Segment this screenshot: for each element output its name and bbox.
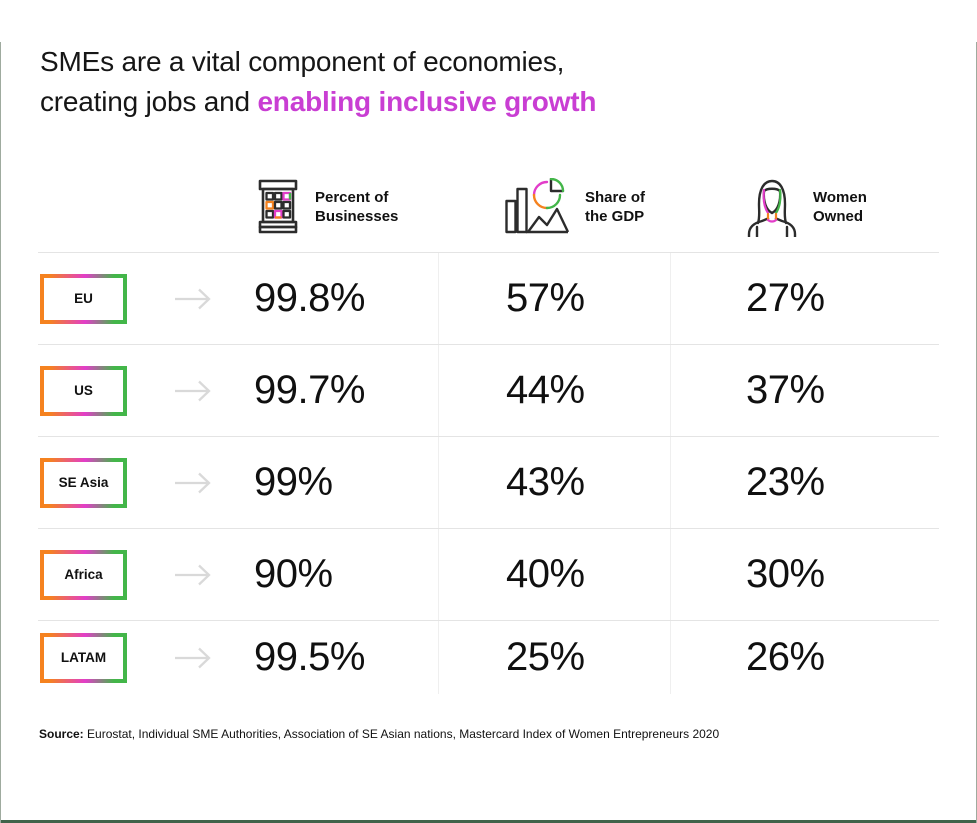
- region-label: Africa: [64, 567, 103, 582]
- table-row-africa: Africa 90% 40% 30%: [38, 528, 939, 620]
- title-highlight: enabling inclusive growth: [257, 86, 597, 117]
- region-label: LATAM: [60, 650, 107, 665]
- cell-region: SE Asia 99%: [38, 437, 438, 528]
- region-badge: LATAM: [40, 632, 127, 683]
- value-share-of-gdp: 44%: [506, 368, 585, 412]
- region-badge: EU: [40, 273, 127, 324]
- column-header-percent-of-businesses: Percent of Businesses: [38, 178, 438, 236]
- cell-share-of-gdp: 57%: [438, 253, 670, 344]
- value-percent-of-businesses: 90%: [254, 552, 333, 596]
- cell-women-owned: 37%: [670, 345, 939, 436]
- arrow-right-icon: [174, 562, 212, 588]
- cell-women-owned: 30%: [670, 529, 939, 620]
- region-label: SE Asia: [58, 475, 109, 490]
- column-label: Percent of Businesses: [315, 189, 399, 225]
- value-percent-of-businesses: 99.7%: [254, 368, 365, 412]
- cell-region: US 99.7%: [38, 345, 438, 436]
- arrow-right-icon: [174, 470, 212, 496]
- value-share-of-gdp: 57%: [506, 276, 585, 320]
- cell-share-of-gdp: 43%: [438, 437, 670, 528]
- value-share-of-gdp: 25%: [506, 635, 585, 679]
- source-note: Source: Eurostat, Individual SME Authori…: [39, 727, 939, 741]
- building-icon: [255, 178, 301, 236]
- region-label: EU: [74, 291, 93, 306]
- value-share-of-gdp: 40%: [506, 552, 585, 596]
- region-badge: SE Asia: [40, 457, 127, 508]
- region-label: US: [74, 383, 93, 398]
- table-row-latam: LATAM 99.5% 25% 26%: [38, 620, 939, 694]
- value-women-owned: 27%: [746, 276, 825, 320]
- cell-region: Africa 90%: [38, 529, 438, 620]
- value-percent-of-businesses: 99.5%: [254, 635, 365, 679]
- value-women-owned: 26%: [746, 635, 825, 679]
- value-share-of-gdp: 43%: [506, 460, 585, 504]
- cell-region: LATAM 99.5%: [38, 621, 438, 694]
- value-percent-of-businesses: 99%: [254, 460, 333, 504]
- region-badge: Africa: [40, 549, 127, 600]
- table-row-eu: EU 99.8% 57% 27%: [38, 252, 939, 344]
- cell-women-owned: 23%: [670, 437, 939, 528]
- column-label: Women Owned: [813, 189, 867, 225]
- value-percent-of-businesses: 99.8%: [254, 276, 365, 320]
- value-women-owned: 23%: [746, 460, 825, 504]
- page-title: SMEs are a vital component of economies,…: [40, 42, 939, 122]
- title-line1: SMEs are a vital component of economies,: [40, 46, 565, 77]
- source-label: Source:: [39, 727, 84, 741]
- source-text: Eurostat, Individual SME Authorities, As…: [87, 727, 720, 741]
- cell-share-of-gdp: 40%: [438, 529, 670, 620]
- cell-share-of-gdp: 25%: [438, 621, 670, 694]
- column-header-women-owned: Women Owned: [670, 177, 939, 237]
- value-women-owned: 37%: [746, 368, 825, 412]
- column-header-share-of-gdp: Share of the GDP: [438, 178, 670, 236]
- table-row-se-asia: SE Asia 99% 43% 23%: [38, 436, 939, 528]
- cell-share-of-gdp: 44%: [438, 345, 670, 436]
- gdp-chart-icon: [505, 178, 571, 236]
- arrow-right-icon: [174, 645, 212, 671]
- column-headers: Percent of Businesses: [38, 162, 939, 252]
- title-line2-prefix: creating jobs and: [40, 86, 258, 117]
- cell-women-owned: 26%: [670, 621, 939, 694]
- value-women-owned: 30%: [746, 552, 825, 596]
- column-label: Share of the GDP: [585, 189, 646, 225]
- region-badge: US: [40, 365, 127, 416]
- arrow-right-icon: [174, 286, 212, 312]
- woman-icon: [745, 177, 799, 237]
- arrow-right-icon: [174, 378, 212, 404]
- data-table: EU 99.8% 57% 27% US 99.7% 44% 37% SE Asi…: [38, 252, 939, 694]
- table-row-us: US 99.7% 44% 37%: [38, 344, 939, 436]
- cell-region: EU 99.8%: [38, 253, 438, 344]
- sme-infographic: SMEs are a vital component of economies,…: [1, 42, 976, 741]
- cell-women-owned: 27%: [670, 253, 939, 344]
